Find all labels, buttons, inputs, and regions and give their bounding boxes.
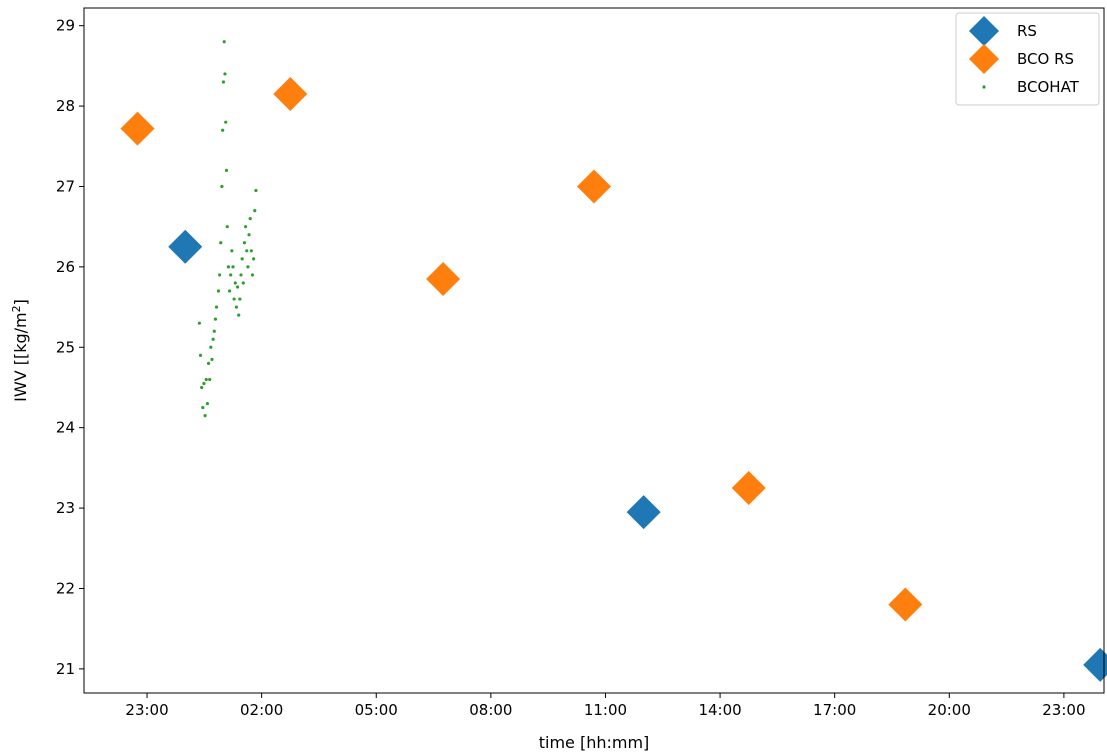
bcohat-point	[232, 297, 236, 301]
bcohat-point	[216, 289, 221, 293]
bcohat-point	[252, 257, 256, 261]
bcohat-point	[242, 241, 247, 245]
rs-point	[168, 229, 203, 264]
rs-point	[626, 495, 661, 530]
bcohat-point	[243, 225, 248, 229]
bco-rs-point	[577, 169, 611, 204]
bcohat-point	[223, 72, 227, 76]
x-tick-label: 23:00	[1042, 701, 1085, 719]
x-tick-label: 02:00	[240, 701, 283, 719]
bcohat-point	[227, 289, 232, 293]
plot-frame	[83, 7, 1105, 694]
x-tick-label: 23:00	[125, 701, 168, 719]
bcohat-point	[221, 80, 226, 84]
bcohat-point	[234, 305, 239, 309]
x-tick-label: 17:00	[813, 701, 856, 719]
bcohat-point	[235, 285, 240, 289]
bcohat-point	[224, 120, 228, 124]
x-tick-label: 14:00	[698, 701, 741, 719]
bcohat-point	[205, 401, 209, 406]
bcohat-point	[224, 168, 229, 173]
y-tick-label: 22	[56, 579, 75, 597]
series-rs	[168, 229, 1107, 682]
bcohat-point	[202, 381, 206, 386]
bcohat-point	[245, 249, 249, 253]
bcohat-point	[203, 414, 207, 418]
rs-point	[1083, 647, 1107, 682]
bcohat-point	[211, 337, 215, 341]
legend-label-1: BCO RS	[1017, 50, 1074, 68]
y-tick-label: 29	[56, 17, 75, 35]
bcohat-point	[204, 377, 208, 382]
bcohat-point	[246, 265, 250, 269]
legend: RS BCO RS BCOHAT	[955, 12, 1100, 106]
bcohat-point	[238, 297, 242, 301]
bcohat-point	[221, 128, 225, 132]
series-bco-rs	[120, 77, 923, 622]
legend-label-0: RS	[1017, 22, 1037, 40]
series-bcohat	[197, 40, 258, 418]
bcohat-point	[226, 265, 231, 269]
bcohat-point	[213, 317, 218, 321]
x-tick-label: 05:00	[355, 701, 398, 719]
bcohat-point	[254, 188, 258, 193]
legend-items: RS BCO RS BCOHAT	[969, 16, 1080, 96]
bcohat-point	[201, 405, 205, 410]
bcohat-point	[237, 313, 241, 317]
legend-marker-1	[969, 44, 999, 74]
bcohat-point	[239, 273, 243, 277]
y-tick-label: 28	[56, 97, 75, 115]
bcohat-point	[222, 40, 226, 44]
y-tick-label: 26	[56, 258, 75, 276]
bcohat-point	[240, 257, 244, 261]
legend-marker-0	[969, 16, 999, 46]
bcohat-point	[212, 329, 216, 333]
legend-label-2: BCOHAT	[1017, 78, 1080, 96]
x-tick-label: 20:00	[928, 701, 971, 719]
y-tick-label: 27	[56, 177, 75, 195]
y-tick-label: 25	[56, 338, 75, 356]
y-tick-label: 21	[56, 660, 75, 678]
bcohat-point	[208, 377, 212, 382]
y-tick-label: 23	[56, 499, 75, 517]
bcohat-point	[214, 305, 219, 309]
bcohat-point	[249, 249, 253, 253]
bco-rs-point	[273, 77, 308, 112]
bcohat-point	[219, 241, 223, 245]
bcohat-point	[220, 184, 224, 189]
y-axis-label-main: IWV [[kg/m	[11, 312, 30, 401]
bco-rs-point	[731, 470, 766, 505]
bcohat-point	[209, 345, 213, 349]
x-axis-label: time [hh:mm]	[539, 733, 650, 752]
axis-ticks-layer: 23:00 02:00 05:00 08:00 11:00 14:00 17:00 20:00…	[56, 17, 1086, 719]
bcohat-point	[253, 209, 257, 213]
data-marks-layer	[120, 40, 1107, 682]
y-axis-label: IWV [[kg/m2]	[10, 299, 30, 402]
bcohat-point	[241, 281, 245, 285]
bco-rs-point	[120, 111, 155, 146]
x-tick-label: 08:00	[469, 701, 512, 719]
bcohat-point	[218, 273, 222, 277]
bcohat-point	[231, 265, 235, 269]
bcohat-point	[233, 281, 237, 285]
bcohat-point	[197, 321, 201, 325]
y-axis-label-superscript: 2	[10, 305, 23, 312]
y-tick-label: 24	[56, 419, 75, 437]
bcohat-point	[225, 225, 229, 229]
bcohat-point	[230, 249, 234, 253]
bcohat-point	[198, 353, 203, 357]
bco-rs-point	[888, 587, 923, 622]
legend-marker-2	[982, 85, 986, 89]
x-tick-label: 11:00	[584, 701, 627, 719]
bco-rs-point	[426, 261, 461, 296]
y-axis-label-end: ]	[11, 299, 30, 305]
bcohat-point	[206, 361, 211, 365]
bcohat-point	[200, 385, 204, 390]
bcohat-point	[248, 217, 252, 221]
bcohat-point	[247, 233, 251, 237]
bcohat-point	[210, 357, 214, 361]
bcohat-point	[229, 273, 233, 277]
bcohat-point	[250, 273, 255, 277]
